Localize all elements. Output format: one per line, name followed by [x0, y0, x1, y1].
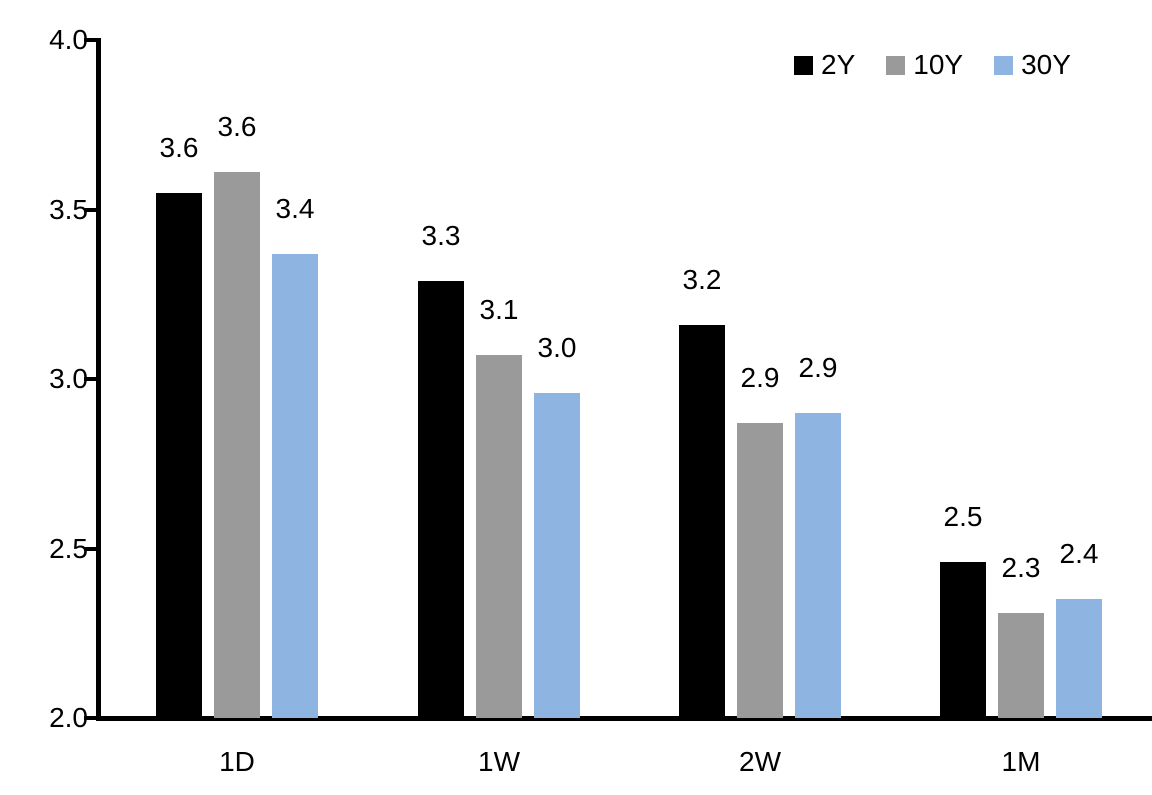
legend-entry-30Y: 30Y — [994, 50, 1071, 80]
bar-2Y-1W — [418, 280, 464, 718]
data-label-10Y-1M: 2.3 — [1001, 551, 1041, 583]
y-tick-mark — [84, 207, 97, 212]
bar-2Y-1M — [940, 562, 986, 718]
legend-entry-10Y: 10Y — [886, 50, 963, 80]
x-category-label-1M: 1M — [1001, 746, 1041, 777]
x-category-label-1D: 1D — [219, 746, 255, 777]
data-label-30Y-2W: 2.9 — [798, 351, 838, 383]
y-tick-mark — [84, 716, 97, 720]
legend-swatch-icon — [994, 55, 1014, 75]
bar-30Y-1D — [272, 253, 318, 718]
data-label-30Y-1D: 3.4 — [275, 192, 315, 224]
y-tick-mark — [84, 377, 97, 381]
data-label-2Y-2W: 3.2 — [682, 263, 722, 295]
y-tick-label: 2.5 — [49, 532, 88, 564]
legend-entry-2Y: 2Y — [794, 50, 855, 80]
data-label-30Y-1W: 3.0 — [537, 331, 577, 363]
data-label-2Y-1W: 3.3 — [421, 219, 461, 251]
data-label-2Y-1M: 2.5 — [943, 501, 983, 533]
bar-30Y-1W — [534, 392, 580, 718]
bar-10Y-2W — [737, 423, 783, 718]
bar-2Y-2W — [679, 324, 725, 718]
legend-swatch-icon — [794, 55, 813, 75]
data-label-10Y-2W: 2.9 — [740, 362, 780, 394]
x-axis-line — [96, 716, 1152, 721]
data-label-2Y-1D: 3.6 — [159, 131, 199, 163]
bar-10Y-1D — [214, 172, 260, 718]
bar-10Y-1W — [476, 355, 522, 718]
data-label-10Y-1D: 3.6 — [217, 111, 257, 143]
legend-swatch-icon — [886, 55, 906, 75]
y-tick-mark — [84, 38, 97, 42]
data-label-10Y-1W: 3.1 — [479, 294, 519, 326]
y-axis-line — [96, 38, 101, 721]
y-tick-label: 3.0 — [49, 363, 88, 394]
y-tick-mark — [84, 546, 97, 551]
x-category-label-2W: 2W — [739, 746, 781, 777]
data-label-30Y-1M: 2.4 — [1059, 538, 1099, 570]
bar-30Y-1M — [1056, 599, 1102, 718]
legend-label: 10Y — [913, 49, 964, 80]
y-tick-label: 3.5 — [49, 193, 88, 225]
legend-label: 2Y — [821, 49, 856, 80]
y-tick-label: 2.0 — [49, 702, 88, 733]
y-tick-label: 4.0 — [49, 24, 88, 55]
x-category-label-1W: 1W — [478, 746, 520, 777]
bar-2Y-1D — [156, 192, 202, 718]
legend: 2Y 10Y 30Y — [794, 50, 1071, 80]
legend-label: 30Y — [1021, 49, 1071, 80]
bar-10Y-1M — [998, 612, 1044, 718]
bar-30Y-2W — [795, 412, 841, 718]
